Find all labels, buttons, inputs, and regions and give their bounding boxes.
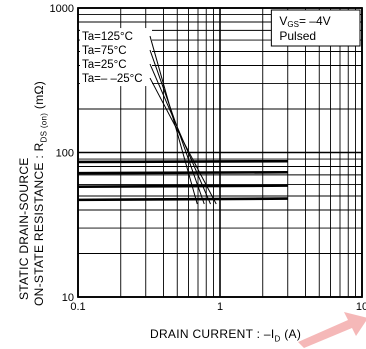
legend-leader-0	[149, 35, 198, 205]
y-tick-label-2: 10	[62, 292, 74, 304]
series-line-0	[77, 159, 288, 164]
legend-label-3: Ta=– –25°C	[82, 73, 143, 85]
y-tick-label-1: 100	[56, 148, 74, 160]
legend-label-2: Ta=25°C	[82, 59, 127, 71]
condition-box	[270, 9, 361, 47]
y-tick-label-0: 1000	[50, 3, 74, 15]
x-tick-label-1: 1	[217, 301, 223, 313]
series-line-3	[77, 197, 288, 202]
legend-leader-2	[149, 63, 211, 205]
legend-background	[80, 28, 152, 87]
x-tick-label-0: 0.1	[70, 301, 85, 313]
x-axis-label: DRAIN CURRENT : –ID (A)	[150, 327, 302, 344]
condition-vgs: VGS= –4V	[279, 14, 330, 29]
plot-frame	[77, 7, 363, 298]
series-line-1	[77, 170, 288, 175]
condition-pulsed: Pulsed	[279, 29, 316, 43]
legend-leader-3	[149, 77, 217, 205]
series-line-2	[77, 184, 288, 188]
legend-label-0: Ta=125°C	[82, 31, 133, 43]
legend-label-1: Ta=75°C	[82, 45, 127, 57]
x-tick-label-2: 10	[356, 301, 366, 313]
